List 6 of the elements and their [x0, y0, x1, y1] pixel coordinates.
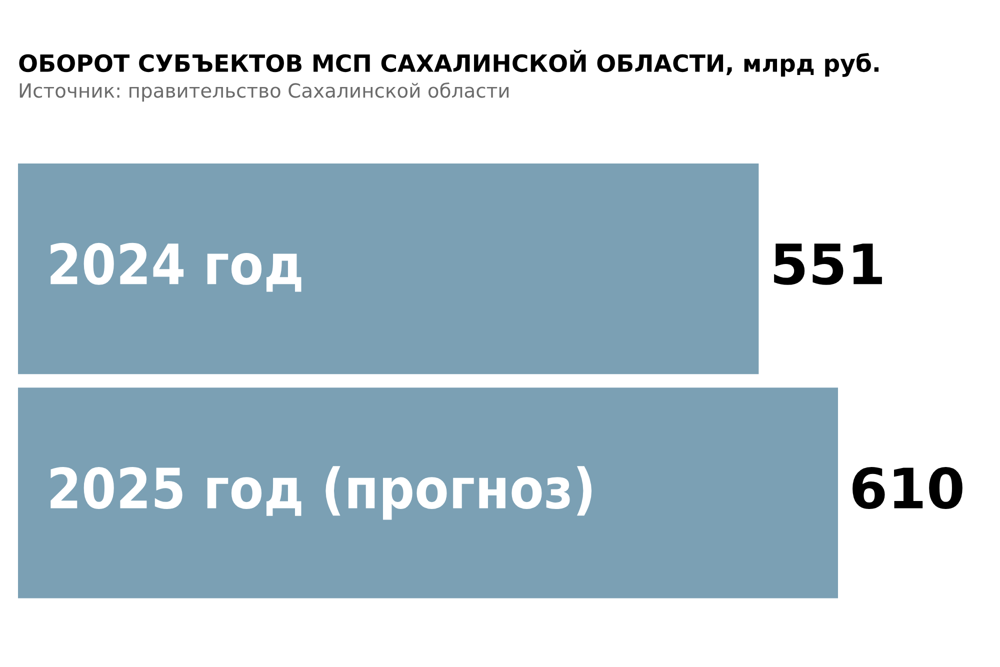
y-tick-label: 2024 год — [50, 242, 302, 292]
data-label: 610 — [852, 467, 962, 510]
chart-title: ОБОРОТ СУБЪЕКТОВ МСП САХАЛИНСКОЙ ОБЛАСТИ, млрд руб. — [19, 50, 879, 77]
y-tick-label: 2025 год (прогноз) — [50, 466, 592, 520]
chart-subtitle: Источник: правительство Сахалинской области — [20, 82, 509, 102]
data-label: 551 — [774, 244, 882, 285]
